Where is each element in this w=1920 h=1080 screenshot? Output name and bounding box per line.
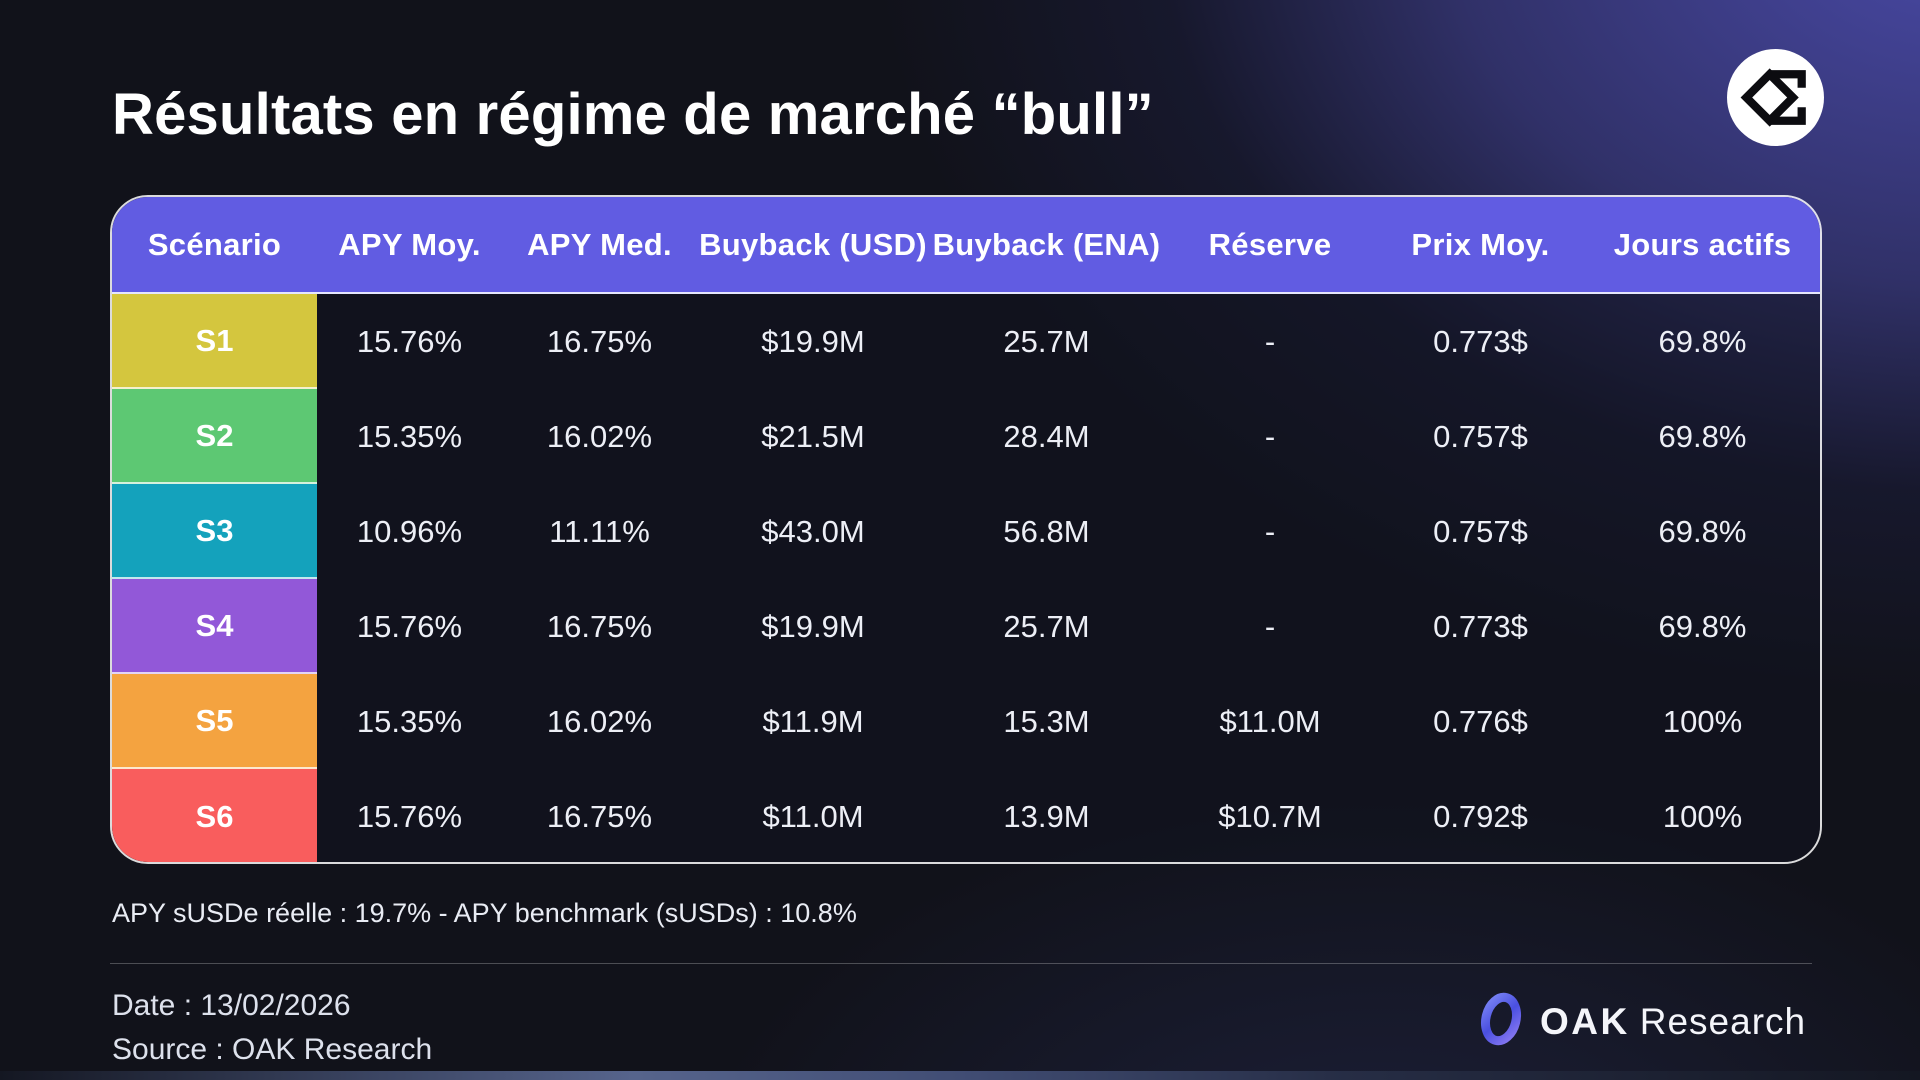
table-cell: 69.8%	[1658, 608, 1747, 644]
column-header: Buyback (USD)	[699, 226, 927, 262]
scenario-cell: S5	[112, 674, 317, 769]
table-row: S5 15.35% 16.02% $11.9M 15.3M $11.0M 0.776$ 100…	[112, 674, 1820, 769]
table-cell: 10.96%	[356, 513, 463, 549]
table-cell: $21.5M	[761, 418, 865, 454]
table-header: Scénario APY Moy. APY Med. Buyback (USD) Buy…	[112, 197, 1820, 294]
table-row: S2 15.35% 16.02% $21.5M 28.4M - 0.757$ 69.8%	[112, 389, 1820, 484]
table-cell: -	[1264, 513, 1276, 549]
oak-research-logo: OAK Research	[1478, 990, 1806, 1053]
table-cell: 69.8%	[1658, 513, 1747, 549]
table-cell: $19.9M	[761, 608, 865, 644]
table-cell: 56.8M	[1003, 513, 1090, 549]
table-cell: 15.76%	[356, 608, 463, 644]
table-cell: 11.11%	[549, 513, 650, 549]
table-cell: 0.773$	[1433, 323, 1528, 359]
table-cell: 16.02%	[546, 418, 653, 454]
table-cell: $11.9M	[762, 703, 864, 739]
table-cell: $11.0M	[1219, 703, 1321, 739]
table-body: S1 15.76% 16.75% $19.9M 25.7M - 0.773$ 69.8% S2 1…	[112, 294, 1820, 862]
table-cell: 28.4M	[1003, 418, 1090, 454]
column-header: APY Med.	[527, 226, 672, 262]
table-cell: 16.75%	[546, 323, 653, 359]
table-cell: -	[1264, 323, 1276, 359]
column-header: Scénario	[147, 226, 282, 262]
brand-wordmark: OAK Research	[1540, 1001, 1806, 1043]
page-title: Résultats en régime de marché “bull”	[112, 81, 1154, 147]
table-cell: 15.35%	[356, 703, 463, 739]
footer-divider	[110, 963, 1812, 964]
table-cell: 69.8%	[1658, 418, 1747, 454]
column-header: Jours actifs	[1613, 226, 1792, 262]
table-cell: 0.757$	[1433, 418, 1528, 454]
table-cell: 0.792$	[1433, 798, 1528, 834]
table-row: S3 10.96% 11.11% $43.0M 56.8M - 0.757$ 69.8%	[112, 484, 1820, 579]
table-cell: 0.757$	[1433, 513, 1528, 549]
table-cell: 15.35%	[356, 418, 463, 454]
table-cell: 16.02%	[546, 703, 653, 739]
table-cell: $43.0M	[761, 513, 865, 549]
oak-ring-icon	[1478, 990, 1524, 1053]
results-table: Scénario APY Moy. APY Med. Buyback (USD) Buy…	[110, 195, 1822, 864]
table-cell: 0.773$	[1433, 608, 1528, 644]
table-cell: 0.776$	[1433, 703, 1528, 739]
table-row: S1 15.76% 16.75% $19.9M 25.7M - 0.773$ 69.8%	[112, 294, 1820, 389]
table-row: S6 15.76% 16.75% $11.0M 13.9M $10.7M 0.792$ 100…	[112, 769, 1820, 862]
bottom-gradient-bar	[0, 1071, 1920, 1080]
scenario-cell: S2	[112, 389, 317, 484]
table-cell: $19.9M	[761, 323, 865, 359]
column-header: Réserve	[1208, 226, 1332, 262]
table-cell: 15.3M	[1003, 703, 1090, 739]
apy-footnote: APY sUSDe réelle : 19.7% - APY benchmark…	[112, 898, 857, 928]
table-cell: 25.7M	[1003, 323, 1090, 359]
table-cell: -	[1264, 418, 1276, 454]
column-header: APY Moy.	[338, 226, 481, 262]
source-label: Source : OAK Research	[112, 1033, 433, 1066]
column-header: Prix Moy.	[1411, 226, 1550, 262]
ethena-sigma-icon	[1727, 49, 1824, 146]
brand-research-label: Research	[1639, 1000, 1807, 1042]
table-row: S4 15.76% 16.75% $19.9M 25.7M - 0.773$ 69.8%	[112, 579, 1820, 674]
date-label: Date : 13/02/2026	[112, 989, 351, 1022]
table-cell: $10.7M	[1218, 798, 1322, 834]
table-cell: -	[1264, 608, 1276, 644]
footer-meta: Date : 13/02/2026 Source : OAK Research	[112, 984, 432, 1072]
table-cell: 69.8%	[1658, 323, 1747, 359]
table-cell: 25.7M	[1003, 608, 1090, 644]
table-cell: 15.76%	[356, 323, 463, 359]
scenario-cell: S3	[112, 484, 317, 579]
brand-oak-label: OAK	[1540, 1000, 1630, 1042]
table-cell: $11.0M	[762, 798, 864, 834]
table-cell: 100%	[1662, 703, 1743, 739]
column-header: Buyback (ENA)	[932, 226, 1161, 262]
scenario-cell: S1	[112, 294, 317, 389]
table-cell: 100%	[1662, 798, 1743, 834]
table-cell: 13.9M	[1003, 798, 1090, 834]
scenario-cell: S6	[112, 769, 317, 862]
table-cell: 15.76%	[356, 798, 463, 834]
table-cell: 16.75%	[546, 798, 653, 834]
table-cell: 16.75%	[546, 608, 653, 644]
scenario-cell: S4	[112, 579, 317, 674]
